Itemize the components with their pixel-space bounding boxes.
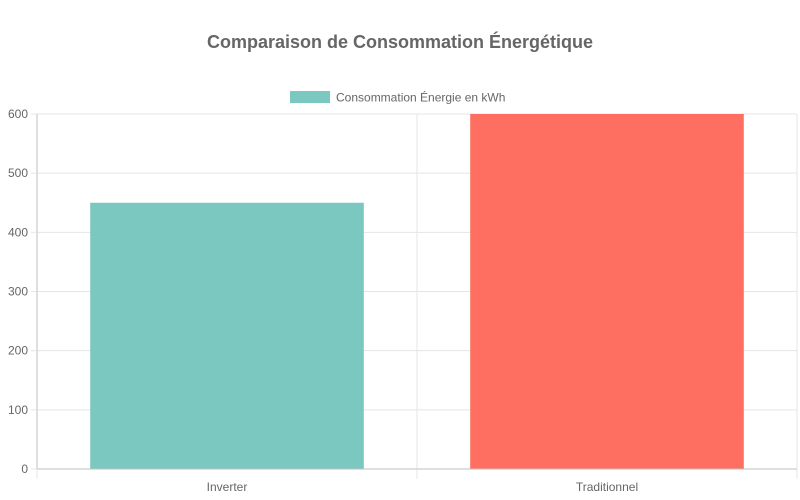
- axes: [31, 114, 798, 479]
- bar-traditionnel[interactable]: [470, 114, 744, 469]
- legend-swatch: [290, 91, 330, 103]
- y-tick-label: 400: [8, 225, 28, 239]
- y-tick-label: 500: [8, 166, 28, 180]
- y-tick-label: 100: [8, 403, 28, 417]
- chart-title: Comparaison de Consommation Énergétique: [207, 31, 593, 52]
- legend-label: Consommation Énergie en kWh: [336, 90, 505, 105]
- x-tick-label: Inverter: [207, 480, 248, 494]
- x-tick-label: Traditionnel: [576, 480, 638, 494]
- bar-inverter[interactable]: [90, 202, 364, 469]
- y-axis-ticks: 0 100 200 300 400 500 600: [8, 107, 37, 476]
- y-tick-label: 300: [8, 285, 28, 299]
- x-axis-ticks: Inverter Traditionnel: [207, 480, 638, 494]
- y-tick-label: 200: [8, 344, 28, 358]
- y-tick-label: 0: [21, 462, 28, 476]
- legend[interactable]: Consommation Énergie en kWh: [290, 90, 505, 105]
- bars: [90, 114, 744, 469]
- y-tick-label: 600: [8, 107, 28, 121]
